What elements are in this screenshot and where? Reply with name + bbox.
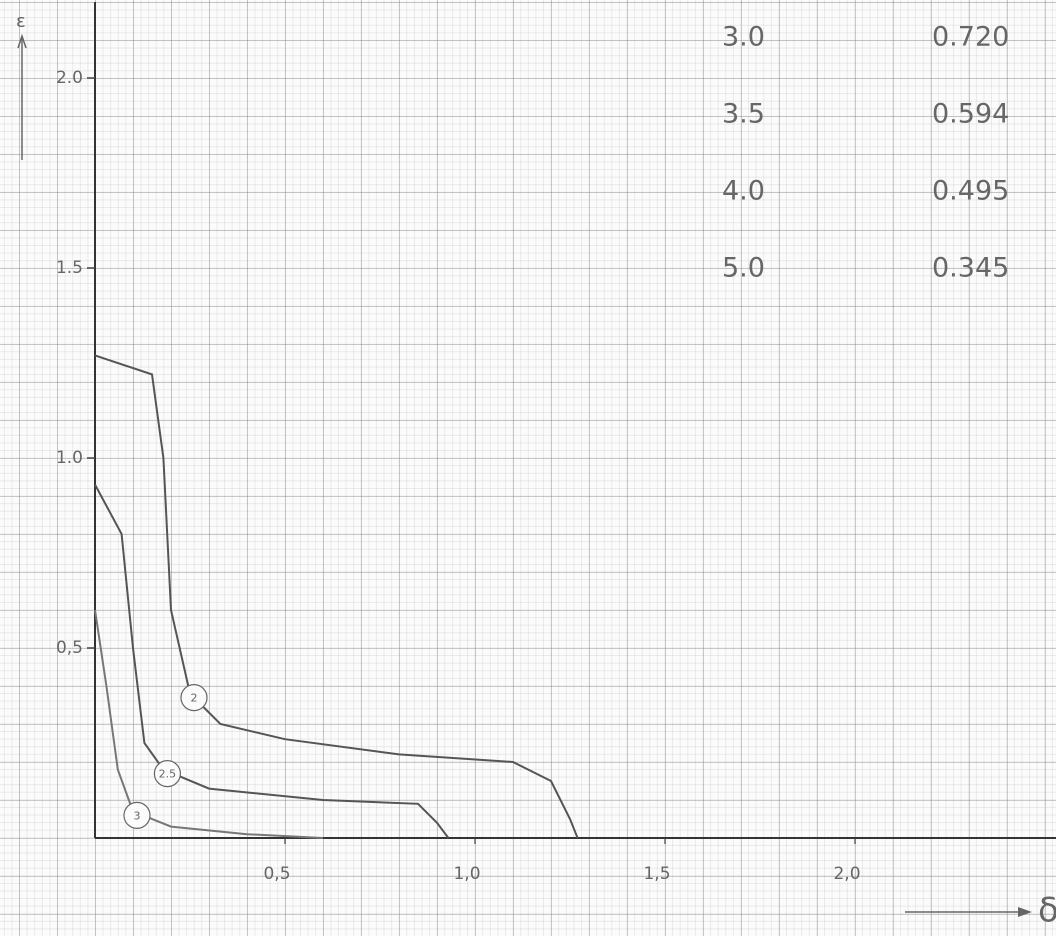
table-cell: 5.0 bbox=[722, 253, 765, 284]
x-tick-label: 1,0 bbox=[453, 864, 480, 884]
table-cell: 0.594 bbox=[932, 99, 1009, 130]
curve-label: 3 bbox=[134, 809, 141, 822]
y-tick-label: 1.5 bbox=[56, 258, 83, 278]
curve-label: 2 bbox=[191, 692, 198, 705]
x-axis-arrow-head bbox=[1018, 907, 1032, 917]
y-tick-label: 1.0 bbox=[56, 448, 83, 468]
table-cell: 0.495 bbox=[932, 176, 1009, 207]
table-cell: 3.0 bbox=[722, 22, 765, 53]
table-cell: 3.5 bbox=[722, 99, 765, 130]
curve-label: 2.5 bbox=[159, 768, 177, 781]
curve bbox=[94, 484, 450, 839]
y-axis-arrow-head bbox=[17, 33, 27, 49]
y-axis-label: ε bbox=[16, 11, 26, 32]
table-cell: 0.345 bbox=[932, 253, 1009, 284]
curve-label-circle bbox=[153, 759, 181, 788]
curve bbox=[94, 354, 579, 839]
curve bbox=[94, 609, 324, 839]
x-axis-label: δ bbox=[1038, 891, 1056, 931]
curve-label-circle bbox=[123, 801, 151, 830]
x-tick-label: 2,0 bbox=[833, 864, 860, 884]
curve-label-circle bbox=[180, 683, 208, 712]
y-tick-label: 2.0 bbox=[56, 68, 83, 88]
table-cell: 0.720 bbox=[932, 22, 1009, 53]
x-tick-label: 1,5 bbox=[643, 864, 670, 884]
y-tick-label: 0,5 bbox=[56, 638, 83, 658]
table-cell: 4.0 bbox=[722, 176, 765, 207]
x-tick-label: 0,5 bbox=[263, 864, 290, 884]
